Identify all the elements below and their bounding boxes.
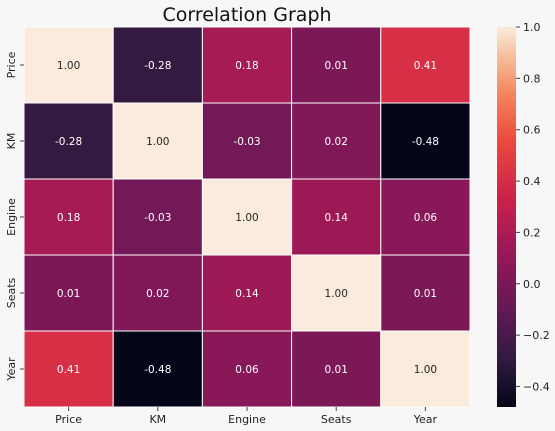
heatmap-cell-labels: 1.00 -0.28 0.18 0.01 0.41 -0.28 1.00 -0.03 0.02 -… [55, 60, 439, 376]
chart-title: Correlation Graph [162, 4, 331, 26]
colorbar [497, 27, 516, 407]
x-axis-ticks: Price KM Engine Seats Year [55, 407, 438, 426]
y-tick-label: KM [5, 133, 18, 150]
heatmap-cell-label: 1.00 [146, 136, 169, 148]
y-tick-label: Seats [5, 277, 18, 308]
heatmap-cell-label: 1.00 [414, 364, 437, 376]
x-tick-label: Engine [228, 413, 266, 426]
heatmap-cell [23, 330, 114, 408]
heatmap-cell-label: -0.03 [233, 136, 260, 148]
heatmap-cell [380, 178, 471, 256]
heatmap-cell [201, 330, 293, 408]
heatmap-cell-label: 0.01 [325, 60, 348, 72]
heatmap-cell [112, 26, 203, 104]
heatmap-cell-label: 1.00 [325, 288, 348, 300]
colorbar-tick-label: −0.2 [523, 329, 550, 342]
colorbar-tick-label: 0.4 [523, 175, 541, 188]
heatmap-cell [201, 178, 293, 256]
heatmap-cell [23, 102, 114, 180]
heatmap-cell [201, 254, 293, 332]
heatmap-cell-label: 0.01 [57, 288, 80, 300]
heatmap-cell [380, 330, 471, 408]
heatmap-cell-label: 1.00 [57, 60, 80, 72]
heatmap-cell-label: -0.03 [144, 212, 171, 224]
heatmap-cell [380, 254, 471, 332]
heatmap-cell [291, 178, 382, 256]
heatmap-cell-label: 0.02 [146, 288, 169, 300]
heatmap-cell [380, 26, 471, 104]
x-tick-label: KM [149, 413, 166, 426]
heatmap-cell-label: 0.41 [414, 60, 437, 72]
heatmap-cell-label: 1.00 [235, 212, 258, 224]
heatmap-cell [201, 26, 293, 104]
heatmap-cell-label: 0.18 [57, 212, 80, 224]
x-tick-label: Price [55, 413, 82, 426]
colorbar-tick-label: 0.2 [523, 226, 541, 239]
heatmap-cell-label: 0.14 [235, 288, 259, 300]
heatmap-cell [291, 254, 382, 332]
heatmap-cell-label: 0.18 [235, 60, 258, 72]
heatmap-cell-label: -0.28 [144, 60, 171, 72]
heatmap-cell [23, 26, 114, 104]
heatmap-cell [201, 102, 293, 180]
heatmap-cell-label: 0.01 [325, 364, 348, 376]
colorbar-ticks: 1.0 0.8 0.6 0.4 0.2 0.0 −0.2 −0.4 [516, 21, 550, 393]
heatmap-cell-label: -0.48 [412, 136, 439, 148]
y-axis-ticks: Price KM Engine Seats Year [5, 51, 24, 382]
heatmap-cell-label: 0.06 [235, 364, 259, 376]
heatmap-cell-label: -0.48 [144, 364, 171, 376]
heatmap-cell-label: 0.41 [57, 364, 80, 376]
colorbar-tick-label: 0.8 [523, 72, 541, 85]
y-tick-label: Year [5, 357, 18, 382]
colorbar-tick-label: 0.0 [523, 278, 541, 291]
colorbar-tick-label: 0.6 [523, 124, 541, 137]
heatmap-cell-label: 0.06 [414, 212, 438, 224]
heatmap-cell-label: 0.02 [325, 136, 348, 148]
heatmap-cell [112, 178, 203, 256]
colorbar-tick-label: −0.4 [523, 380, 550, 393]
y-tick-label: Price [5, 51, 18, 78]
heatmap-cells [23, 26, 471, 408]
heatmap-cell [291, 26, 382, 104]
heatmap-cell-label: -0.28 [55, 136, 82, 148]
y-tick-label: Engine [5, 198, 18, 236]
heatmap-cell [112, 254, 203, 332]
heatmap-cell [380, 102, 471, 180]
heatmap-cell-label: 0.14 [325, 212, 349, 224]
heatmap-cell [112, 330, 203, 408]
x-tick-label: Year [413, 413, 438, 426]
heatmap-cell-label: 0.01 [414, 288, 437, 300]
x-tick-label: Seats [321, 413, 352, 426]
colorbar-tick-label: 1.0 [523, 21, 541, 34]
